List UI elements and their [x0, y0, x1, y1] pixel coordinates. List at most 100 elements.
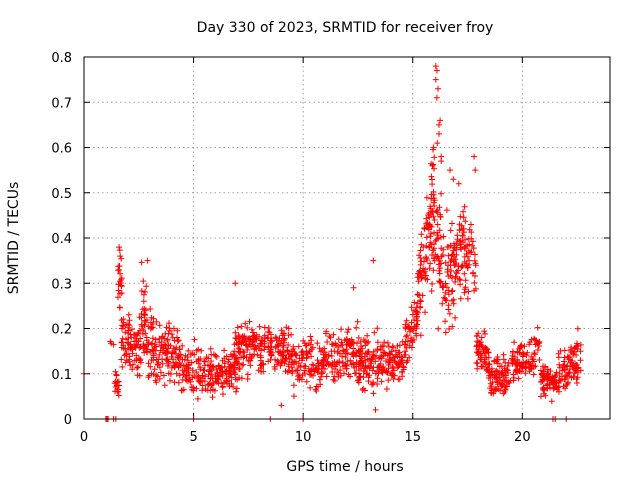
data-point [213, 366, 220, 373]
data-point [472, 262, 479, 269]
data-point [313, 383, 320, 390]
tick-layer: 0 0.1 0.2 0.3 0.4 0.5 0.6 0.7 0.8 0 5 10 15 20 [51, 51, 610, 445]
data-point [459, 263, 466, 270]
data-point [156, 351, 163, 358]
data-point [355, 334, 362, 341]
data-point [561, 376, 568, 383]
data-point [574, 380, 580, 386]
data-point [166, 327, 173, 334]
data-point [125, 327, 132, 334]
data-point [431, 165, 437, 172]
data-point [526, 341, 533, 348]
x-axis-label: GPS time / hours [286, 459, 403, 475]
data-point [448, 257, 455, 264]
data-point [337, 372, 344, 379]
data-point [310, 372, 316, 379]
data-point [201, 367, 208, 374]
data-point [189, 374, 196, 381]
data-point [431, 217, 438, 223]
data-point [173, 359, 179, 366]
data-point [485, 361, 492, 368]
data-point [127, 341, 134, 348]
data-point [427, 230, 434, 237]
data-point [278, 327, 285, 334]
data-point [272, 366, 278, 372]
data-point [464, 242, 471, 249]
data-point [515, 375, 522, 382]
data-point [423, 242, 430, 249]
data-point [140, 341, 147, 348]
data-point [452, 273, 459, 280]
data-point [357, 373, 364, 380]
data-point [232, 335, 239, 341]
data-point [134, 364, 140, 371]
data-point [440, 246, 447, 253]
data-point [337, 367, 344, 374]
data-point [462, 236, 468, 243]
data-point [314, 340, 321, 347]
data-point [562, 385, 569, 392]
data-point [417, 304, 423, 311]
data-point [414, 291, 421, 298]
data-point [232, 376, 239, 383]
plot-frame [83, 56, 611, 420]
data-point [129, 366, 136, 373]
data-point [355, 361, 362, 368]
data-point [184, 378, 191, 385]
data-point [396, 342, 403, 349]
data-point [199, 387, 206, 394]
data-point [354, 318, 361, 325]
data-point [481, 328, 488, 335]
data-point [561, 354, 568, 361]
data-point [332, 342, 339, 349]
data-point [555, 384, 562, 391]
data-point [411, 317, 418, 324]
data-point [370, 348, 377, 355]
data-point [287, 350, 293, 357]
data-point [431, 154, 438, 161]
data-point [291, 393, 297, 400]
data-point [299, 357, 305, 364]
data-point [117, 280, 124, 286]
data-point [574, 325, 581, 332]
data-point [339, 353, 345, 360]
data-point [344, 338, 351, 345]
data-point [156, 375, 163, 382]
data-point [145, 360, 152, 367]
data-point [478, 334, 485, 341]
data-point [212, 352, 219, 359]
data-point [442, 329, 449, 336]
data-point [458, 241, 465, 248]
data-point [209, 386, 216, 393]
data-point [431, 197, 438, 204]
data-point [382, 358, 389, 364]
data-point [364, 350, 371, 357]
data-point [522, 359, 529, 366]
data-point [436, 227, 443, 234]
data-point [577, 348, 584, 355]
data-point [555, 377, 562, 383]
data-point [491, 371, 498, 378]
data-point [140, 291, 147, 298]
data-point [417, 298, 424, 305]
data-point [445, 302, 452, 309]
data-point [331, 373, 338, 380]
data-point [344, 350, 351, 356]
data-point [434, 221, 441, 228]
data-point [249, 353, 256, 360]
data-point [138, 323, 145, 330]
data-point [244, 346, 251, 353]
data-point [338, 339, 345, 346]
data-point [467, 221, 474, 228]
data-point [391, 358, 398, 365]
data-point [443, 207, 450, 214]
data-point [364, 356, 371, 363]
data-point [227, 363, 234, 370]
data-point [395, 359, 402, 366]
data-point [458, 222, 465, 229]
data-point [257, 362, 264, 369]
data-point [449, 287, 456, 294]
data-point [539, 374, 546, 381]
data-point [365, 374, 372, 381]
